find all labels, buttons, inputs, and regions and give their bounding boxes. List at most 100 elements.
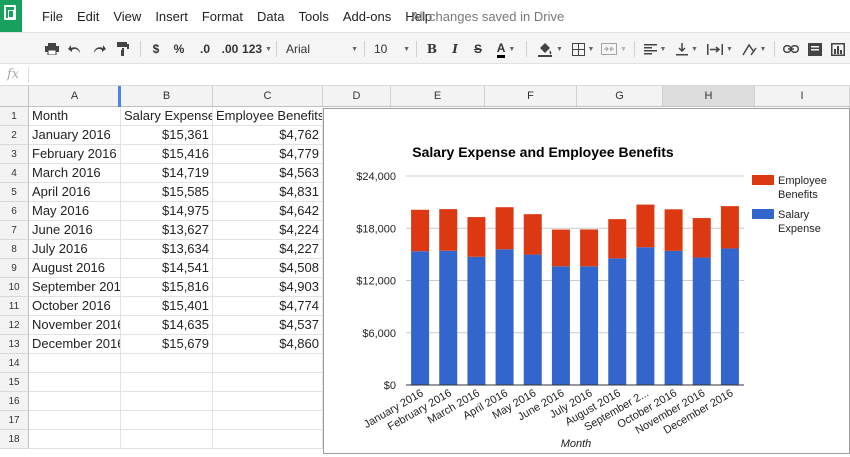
sheets-logo-icon[interactable]: [0, 0, 22, 32]
cell-a4[interactable]: March 2016: [29, 164, 121, 183]
row-header-4[interactable]: 4: [0, 164, 29, 183]
insert-link-button[interactable]: [782, 39, 800, 59]
cell-b13[interactable]: $15,679: [121, 335, 213, 354]
menu-view[interactable]: View: [113, 9, 142, 24]
cell-a6[interactable]: May 2016: [29, 202, 121, 221]
cell-b15[interactable]: [121, 373, 213, 392]
cell-b7[interactable]: $13,627: [121, 221, 213, 240]
row-header-12[interactable]: 12: [0, 316, 29, 335]
cell-b1[interactable]: Salary Expense: [121, 107, 213, 126]
cell-c2[interactable]: $4,762: [213, 126, 323, 145]
cell-c6[interactable]: $4,642: [213, 202, 323, 221]
text-color-button[interactable]: A ▼: [492, 39, 520, 59]
row-header-14[interactable]: 14: [0, 354, 29, 373]
column-header-i[interactable]: I: [755, 86, 850, 107]
cell-c5[interactable]: $4,831: [213, 183, 323, 202]
formula-input[interactable]: [34, 67, 834, 83]
menu-insert[interactable]: Insert: [155, 9, 188, 24]
row-header-3[interactable]: 3: [0, 145, 29, 164]
column-header-c[interactable]: C: [213, 86, 323, 107]
cell-b9[interactable]: $14,541: [121, 259, 213, 278]
row-header-6[interactable]: 6: [0, 202, 29, 221]
cell-a7[interactable]: June 2016: [29, 221, 121, 240]
cell-b12[interactable]: $14,635: [121, 316, 213, 335]
cell-c8[interactable]: $4,227: [213, 240, 323, 259]
fill-color-button[interactable]: ▼: [536, 39, 564, 59]
cell-c10[interactable]: $4,903: [213, 278, 323, 297]
cell-a13[interactable]: December 2016: [29, 335, 121, 354]
cell-a3[interactable]: February 2016: [29, 145, 121, 164]
text-rotation-button[interactable]: ▼: [740, 39, 768, 59]
cell-b5[interactable]: $15,585: [121, 183, 213, 202]
row-header-1[interactable]: 1: [0, 107, 29, 126]
row-header-15[interactable]: 15: [0, 373, 29, 392]
cell-a9[interactable]: August 2016: [29, 259, 121, 278]
cell-c17[interactable]: [213, 411, 323, 430]
cell-c11[interactable]: $4,774: [213, 297, 323, 316]
cell-b8[interactable]: $13,634: [121, 240, 213, 259]
row-header-18[interactable]: 18: [0, 430, 29, 449]
cell-a17[interactable]: [29, 411, 121, 430]
cell-b10[interactable]: $15,816: [121, 278, 213, 297]
cell-b16[interactable]: [121, 392, 213, 411]
percent-format-button[interactable]: %: [173, 42, 185, 56]
stacked-bar-chart[interactable]: Salary Expense and Employee Benefits $0 $6…: [323, 108, 850, 454]
column-header-g[interactable]: G: [577, 86, 663, 107]
cell-c14[interactable]: [213, 354, 323, 373]
select-all-corner[interactable]: [0, 86, 29, 107]
cell-b4[interactable]: $14,719: [121, 164, 213, 183]
cell-c16[interactable]: [213, 392, 323, 411]
strikethrough-button[interactable]: S: [473, 42, 482, 56]
column-header-d[interactable]: D: [323, 86, 391, 107]
menu-tools[interactable]: Tools: [298, 9, 329, 24]
cell-b2[interactable]: $15,361: [121, 126, 213, 145]
cell-a16[interactable]: [29, 392, 121, 411]
cell-c7[interactable]: $4,224: [213, 221, 323, 240]
redo-icon[interactable]: [90, 39, 108, 59]
italic-button[interactable]: I: [452, 42, 458, 56]
cell-c13[interactable]: $4,860: [213, 335, 323, 354]
cell-c15[interactable]: [213, 373, 323, 392]
row-header-5[interactable]: 5: [0, 183, 29, 202]
print-icon[interactable]: [43, 39, 61, 59]
column-header-e[interactable]: E: [391, 86, 485, 107]
menu-add-ons[interactable]: Add-ons: [342, 9, 392, 24]
merge-cells-button[interactable]: ▼: [600, 39, 628, 59]
currency-format-button[interactable]: $: [152, 42, 160, 56]
menu-help[interactable]: Help: [405, 9, 432, 24]
menu-edit[interactable]: Edit: [76, 9, 100, 24]
insert-comment-button[interactable]: [806, 39, 824, 59]
cell-a10[interactable]: September 2016: [29, 278, 121, 297]
cell-c4[interactable]: $4,563: [213, 164, 323, 183]
column-header-b[interactable]: B: [121, 86, 213, 107]
menu-file[interactable]: File: [42, 9, 63, 24]
paint-format-icon[interactable]: [114, 39, 132, 59]
cell-a8[interactable]: July 2016: [29, 240, 121, 259]
cell-b11[interactable]: $15,401: [121, 297, 213, 316]
vertical-align-button[interactable]: ▼: [674, 39, 700, 59]
font-family-select[interactable]: Arial ▼: [286, 39, 358, 59]
cell-c9[interactable]: $4,508: [213, 259, 323, 278]
cell-c18[interactable]: [213, 430, 323, 449]
text-wrap-button[interactable]: ▼: [706, 39, 734, 59]
row-header-9[interactable]: 9: [0, 259, 29, 278]
cell-a15[interactable]: [29, 373, 121, 392]
font-size-select[interactable]: 10 ▼: [374, 39, 410, 59]
increase-decimal-button[interactable]: .00: [221, 42, 239, 56]
column-resize-handle[interactable]: [118, 86, 121, 107]
cell-a1[interactable]: Month: [29, 107, 121, 126]
undo-icon[interactable]: [66, 39, 84, 59]
insert-chart-button[interactable]: [829, 39, 847, 59]
cell-a18[interactable]: [29, 430, 121, 449]
column-header-a[interactable]: A: [29, 86, 121, 107]
row-header-13[interactable]: 13: [0, 335, 29, 354]
cell-a14[interactable]: [29, 354, 121, 373]
row-header-2[interactable]: 2: [0, 126, 29, 145]
row-header-11[interactable]: 11: [0, 297, 29, 316]
cell-c1[interactable]: Employee Benefits: [213, 107, 323, 126]
decrease-decimal-button[interactable]: .0: [199, 42, 210, 56]
bold-button[interactable]: B: [426, 42, 438, 56]
cell-a12[interactable]: November 2016: [29, 316, 121, 335]
cell-c3[interactable]: $4,779: [213, 145, 323, 164]
cell-a2[interactable]: January 2016: [29, 126, 121, 145]
